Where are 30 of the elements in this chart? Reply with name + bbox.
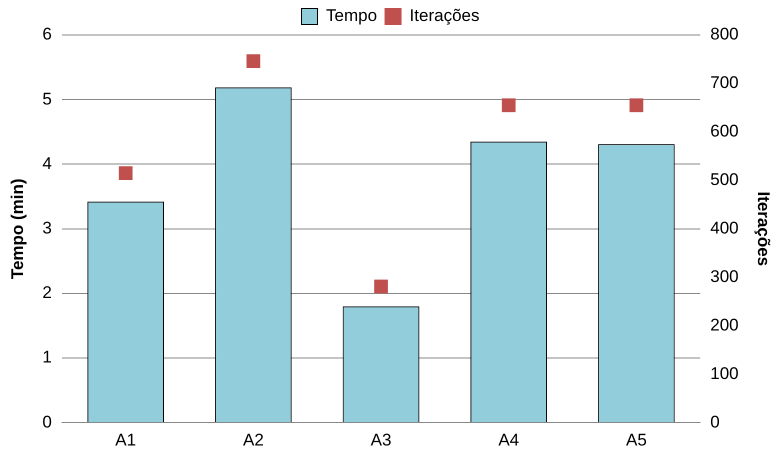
- y-tick-label: 3: [42, 218, 52, 238]
- y2-tick-label: 500: [710, 170, 739, 190]
- y-tick-label: 5: [42, 89, 52, 108]
- y-tick-label: 4: [42, 154, 52, 173]
- y2-tick-label: 400: [710, 218, 739, 238]
- y2-tick-label: 600: [710, 122, 739, 141]
- y-tick-label: 1: [42, 348, 52, 367]
- y-tick-label: 6: [42, 24, 52, 44]
- point: [246, 54, 260, 68]
- y2-tick-label: 200: [710, 315, 739, 334]
- legend-label: Iterações: [410, 6, 480, 26]
- x-tick-label: A5: [626, 430, 647, 450]
- y2-tick-label: 0: [710, 412, 720, 432]
- y2-axis-title: Iterações: [754, 191, 774, 266]
- y2-tick-label: 100: [710, 364, 739, 383]
- legend-label: Tempo: [326, 6, 378, 26]
- x-tick-label: A1: [115, 430, 136, 450]
- point: [502, 98, 516, 112]
- y-tick-label: 2: [42, 283, 52, 302]
- point: [374, 280, 388, 294]
- point: [630, 98, 644, 112]
- x-tick-label: A3: [370, 430, 392, 450]
- y-tick-label: 0: [42, 412, 52, 432]
- x-tick-label: A4: [498, 430, 520, 450]
- y-axis-title: Tempo (min): [8, 178, 27, 280]
- point: [118, 166, 133, 180]
- x-tick-label: A2: [242, 430, 264, 450]
- y2-tick-label: 800: [710, 24, 739, 44]
- y2-tick-label: 300: [710, 266, 739, 286]
- y2-tick-label: 700: [710, 73, 739, 92]
